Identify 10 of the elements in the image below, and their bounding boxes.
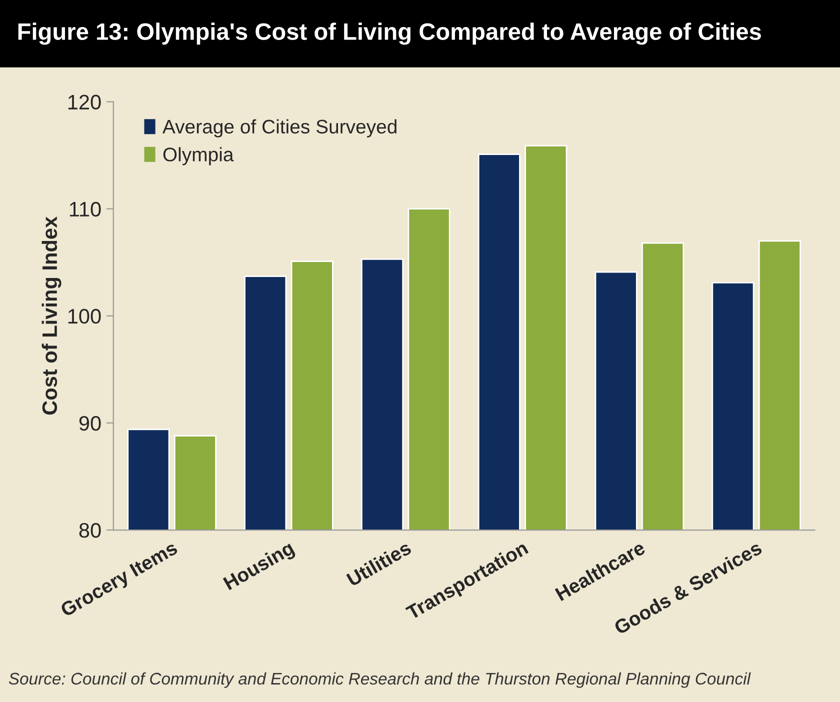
legend-label: Olympia — [163, 147, 234, 166]
legend-label: Average of Cities Surveyed — [162, 119, 396, 138]
y-tick-label: 90 — [79, 416, 101, 431]
y-tick-label: 100 — [68, 308, 101, 324]
chart-title: Figure 13: Olympia's Cost of Living Compared to Average of Cities — [18, 22, 761, 45]
y-axis-title: Cost of Living Index — [42, 216, 62, 415]
y-tick-label: 110 — [70, 202, 101, 217]
y-tick-label: 80 — [79, 523, 101, 538]
y-tick-label: 120 — [68, 94, 101, 110]
source-note: Source: Council of Community and Economic Research and the Thurston Regional Planning Council — [8, 672, 751, 688]
